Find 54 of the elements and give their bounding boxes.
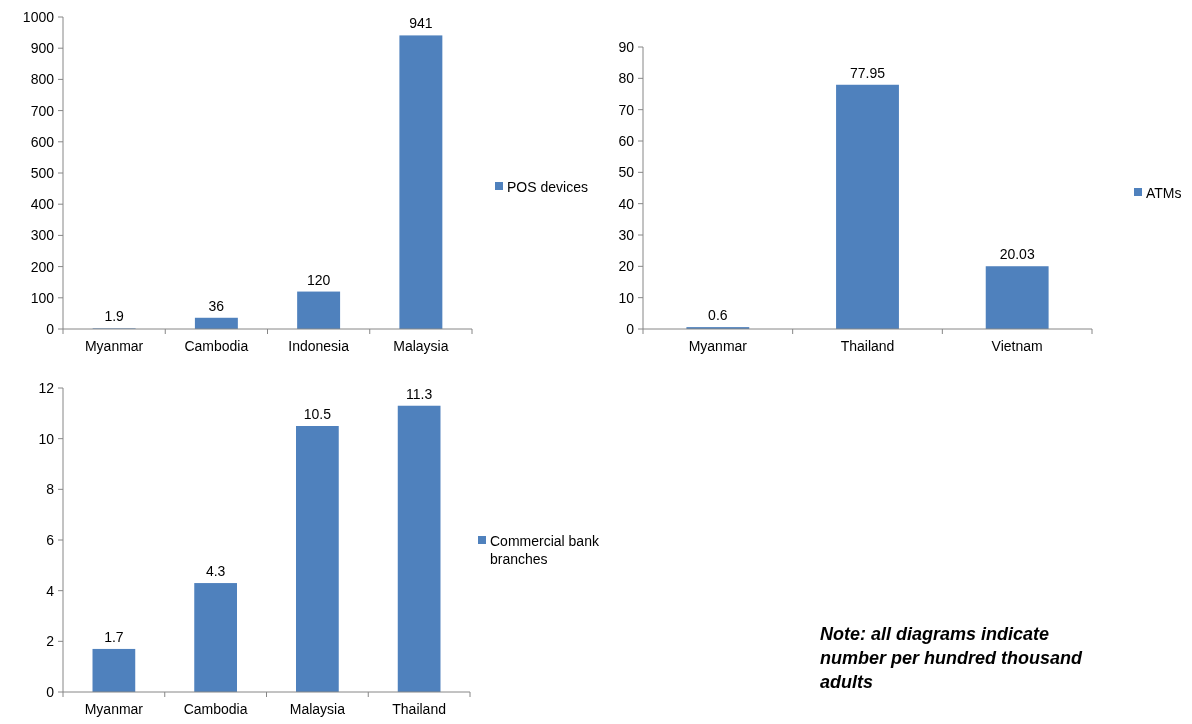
y-tick-label: 300 [30,227,55,244]
data-label: 77.95 [849,64,886,81]
y-tick-label: 40 [618,195,635,212]
data-label: 1.7 [104,628,124,645]
y-tick-label: 10 [38,430,55,447]
y-tick-label: 90 [618,38,635,55]
y-tick-label: 70 [618,101,635,118]
y-tick-label: 50 [618,164,635,181]
y-tick-label: 30 [618,226,635,243]
x-tick-label: Cambodia [183,701,248,717]
y-tick-label: 6 [46,531,55,548]
x-tick-label: Indonesia [288,338,350,354]
x-tick-label: Myanmar [84,701,144,717]
y-tick-label: 600 [30,133,55,150]
legend-label: Commercial bank branches [490,532,600,567]
y-tick-label: 800 [30,71,55,88]
legend-label: POS devices [507,178,588,195]
y-tick-label: 2 [46,633,55,650]
x-tick-label: Thailand [840,338,895,354]
data-label: 36 [208,297,225,314]
y-tick-label: 400 [30,196,55,213]
y-tick-label: 0 [46,683,55,700]
y-tick-label: 900 [30,40,55,57]
data-label: 120 [306,271,331,288]
x-tick-label: Malaysia [393,338,449,354]
data-label: 20.03 [999,246,1035,263]
x-tick-label: Myanmar [84,338,144,354]
y-tick-label: 1000 [22,8,55,25]
y-tick-label: 8 [46,481,55,498]
y-tick-label: 10 [618,289,635,306]
x-tick-label: Thailand [392,701,446,717]
y-tick-label: 80 [618,70,635,87]
x-tick-label: Cambodia [184,338,249,354]
y-tick-label: 0 [626,320,635,337]
y-tick-label: 100 [30,289,55,306]
data-label: 1.9 [104,308,125,325]
x-tick-label: Malaysia [289,701,346,717]
x-tick-label: Myanmar [688,338,748,354]
data-label: 4.3 [205,563,226,580]
y-tick-label: 200 [30,258,55,275]
data-label: 0.6 [708,307,728,324]
x-tick-label: Vietnam [991,338,1043,354]
y-tick-label: 4 [46,582,55,599]
y-tick-label: 20 [618,258,635,275]
data-label: 11.3 [406,385,433,402]
y-tick-label: 500 [30,164,55,181]
data-label: 941 [409,15,433,32]
y-tick-label: 60 [618,132,635,149]
y-tick-label: 0 [46,320,55,337]
y-tick-label: 700 [30,102,55,119]
text: Note: all diagrams indicate number per hundred thousand adults [820,624,1084,692]
y-tick-label: 12 [38,379,55,396]
data-label: 10.5 [303,406,332,422]
legend-label: ATMs [1146,184,1182,201]
